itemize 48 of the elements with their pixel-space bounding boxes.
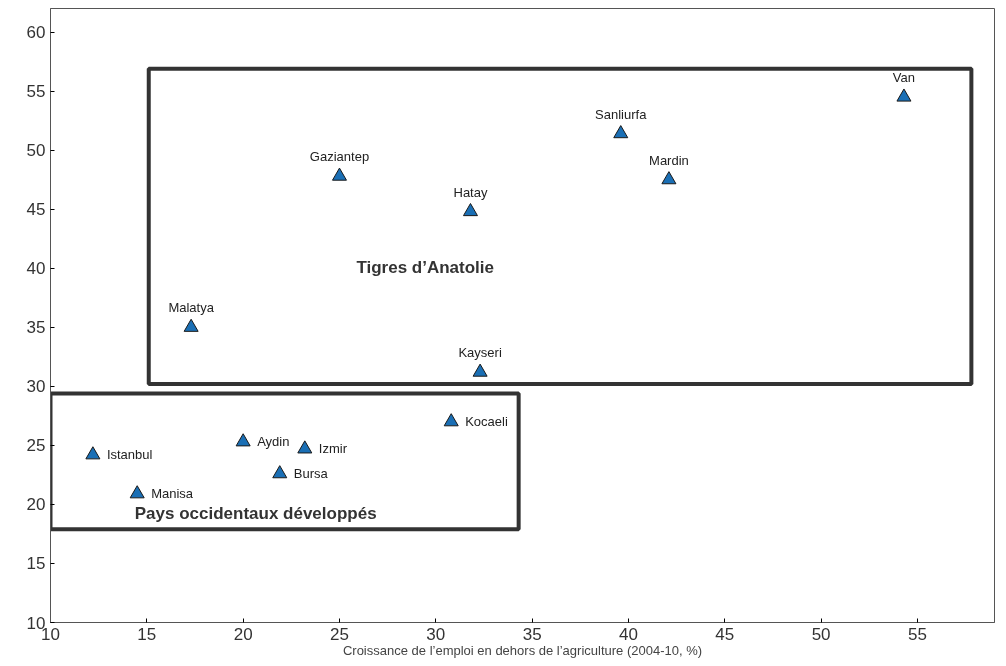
x-axis-title: Croissance de l’emploi en dehors de l’agriculture (2004-10, %) <box>342 642 703 658</box>
x-tick-label: 40 <box>619 624 638 644</box>
point <box>613 125 629 139</box>
y-tick-label: 55 <box>26 82 46 102</box>
data-label: Van <box>892 70 916 86</box>
y-tick-label: 40 <box>26 259 46 279</box>
point <box>183 318 199 332</box>
data-label: Kocaeli <box>465 414 508 430</box>
data-label: Gaziantep <box>309 149 370 165</box>
x-tick-label: 45 <box>715 624 735 644</box>
y-tick-label: 35 <box>26 318 46 338</box>
y-tick-label: 20 <box>26 495 46 515</box>
x-tick-label: 25 <box>330 624 349 644</box>
x-tick-label: 50 <box>811 624 831 644</box>
x-tick-label: 35 <box>522 624 542 644</box>
data-label: Hatay <box>453 184 488 200</box>
point <box>272 465 288 479</box>
point <box>129 485 145 499</box>
annotation: Tigres d’Anatolie <box>356 258 495 278</box>
x-tick-label: 15 <box>137 624 157 644</box>
y-tick-label: 30 <box>26 377 46 397</box>
point <box>462 203 478 217</box>
point <box>331 167 347 181</box>
point <box>661 171 677 185</box>
data-label: Malatya <box>168 300 215 316</box>
data-label: Istanbul <box>106 447 153 463</box>
y-tick-label: 45 <box>26 200 46 220</box>
annotation: Pays occidentaux développés <box>134 504 377 524</box>
point <box>235 433 251 447</box>
y-tick-label: 50 <box>26 141 46 161</box>
data-label: Sanliurfa <box>595 106 648 122</box>
point <box>85 446 101 460</box>
data-label: Bursa <box>293 466 329 482</box>
data-label: Aydin <box>257 434 290 450</box>
y-tick-label: 25 <box>26 436 46 456</box>
point <box>472 363 488 377</box>
x-tick-label: 55 <box>907 624 927 644</box>
x-tick-label: 30 <box>426 624 446 644</box>
data-label: Izmir <box>318 441 348 457</box>
data-label: Manisa <box>151 486 194 502</box>
y-tick-label: 60 <box>26 23 46 43</box>
y-tick-label: 15 <box>26 554 46 574</box>
data-label: Mardin <box>649 152 689 168</box>
point <box>443 413 459 427</box>
point <box>297 440 313 454</box>
point <box>896 88 912 102</box>
data-label: Kayseri <box>458 345 502 361</box>
x-tick-label: 20 <box>233 624 253 644</box>
